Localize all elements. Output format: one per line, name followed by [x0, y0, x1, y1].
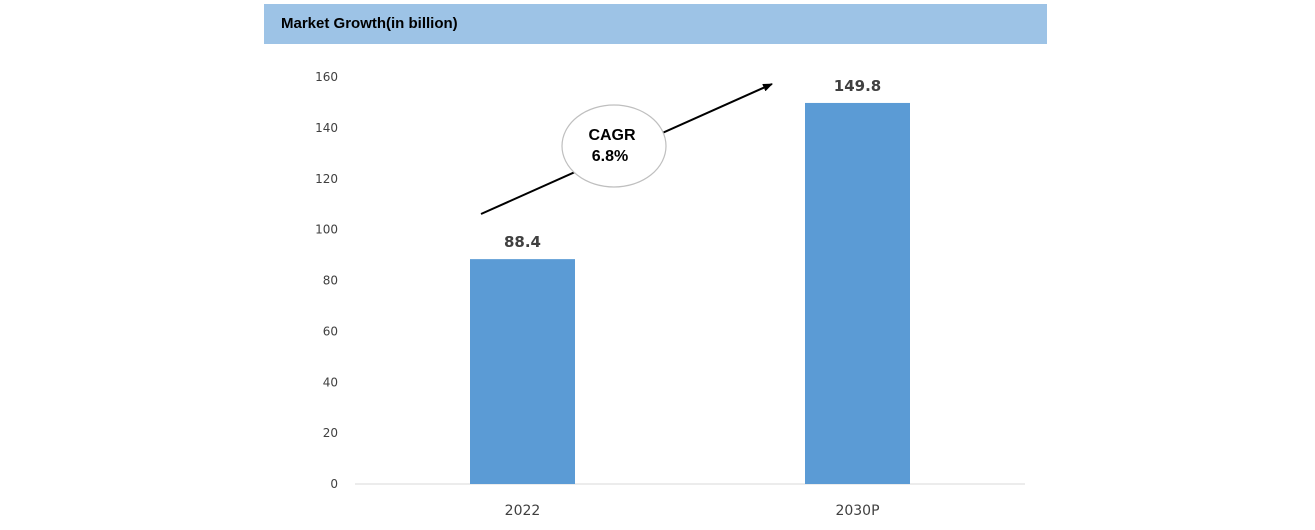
y-tick-label: 60: [323, 324, 338, 338]
bar-2022: [470, 259, 575, 484]
y-tick-label: 80: [323, 274, 338, 288]
y-tick-label: 40: [323, 375, 338, 389]
chart-header: Market Growth(in billion): [264, 4, 1047, 44]
y-tick-label: 160: [315, 70, 338, 84]
cagr-value: 6.8%: [592, 148, 628, 165]
y-axis-ticks: 0 20 40 60 80 100 120 140 160: [315, 70, 338, 491]
y-tick-label: 120: [315, 172, 338, 186]
cagr-bubble: [561, 104, 667, 188]
data-labels: 88.4 149.8: [504, 77, 881, 251]
x-category-label: 2030P: [835, 503, 879, 519]
y-tick-label: 20: [323, 426, 338, 440]
bar-2030p: [805, 102, 910, 484]
data-label: 149.8: [834, 77, 881, 95]
bar-series: [470, 102, 910, 484]
data-label: 88.4: [504, 233, 541, 251]
y-tick-label: 140: [315, 121, 338, 135]
x-axis-categories: 2022 2030P: [505, 503, 880, 519]
x-category-label: 2022: [505, 503, 541, 519]
cagr-annotation: CAGR 6.8%: [480, 83, 773, 215]
y-tick-label: 100: [315, 223, 338, 237]
y-tick-label: 0: [330, 477, 338, 491]
chart-title: Market Growth(in billion): [281, 15, 458, 32]
cagr-label: CAGR: [588, 127, 636, 144]
